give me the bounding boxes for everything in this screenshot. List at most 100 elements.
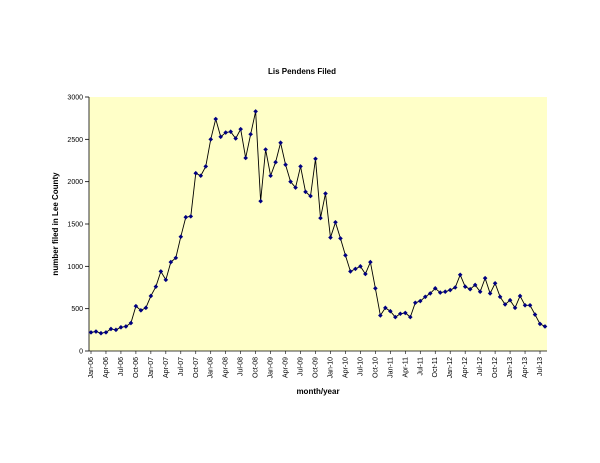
x-tick-label: Jul-06 [118, 357, 125, 376]
data-point [477, 289, 483, 295]
data-point [447, 287, 453, 293]
data-point [228, 129, 233, 135]
chart-title: Lis Pendens Filed [268, 67, 336, 76]
data-point [138, 308, 144, 313]
x-tick-label: Jul-08 [238, 357, 245, 376]
data-point [218, 134, 224, 140]
data-point [253, 109, 258, 114]
x-tick-label: Oct-11 [432, 357, 439, 378]
data-point [103, 330, 109, 335]
data-point [537, 321, 543, 327]
data-point [128, 320, 134, 326]
data-point [143, 305, 149, 311]
y-tick-label: 500 [71, 306, 83, 313]
data-point [348, 269, 353, 274]
data-point [93, 329, 99, 334]
data-point [522, 302, 528, 308]
data-point [248, 131, 253, 137]
x-tick-label: Oct-06 [133, 357, 140, 378]
data-point [178, 234, 184, 239]
x-tick-label: Oct-10 [372, 357, 379, 378]
data-point [507, 297, 513, 303]
data-point [467, 286, 473, 292]
data-point [333, 220, 338, 225]
x-tick-label: Jul-09 [298, 357, 305, 376]
x-tick-label: Jan-12 [447, 357, 454, 379]
data-point [363, 271, 368, 277]
x-tick-label: Apr-09 [283, 357, 290, 378]
y-tick-label: 0 [79, 349, 83, 356]
data-point [233, 136, 238, 141]
data-point [213, 116, 219, 122]
data-point [383, 305, 388, 311]
data-point [258, 198, 263, 204]
data-point [373, 286, 378, 291]
x-axis-title: month/year [296, 387, 339, 396]
data-point [273, 159, 278, 165]
y-tick-label: 1500 [67, 222, 83, 229]
data-point [318, 215, 323, 221]
data-point [512, 305, 518, 311]
y-tick-label: 2000 [67, 179, 83, 186]
data-point [368, 259, 373, 265]
data-point [442, 289, 448, 295]
x-tick-label: Jan-09 [268, 357, 275, 379]
x-tick-label: Oct-08 [253, 357, 260, 378]
x-tick-label: Oct-12 [492, 357, 499, 378]
x-tick-label: Apr-06 [103, 357, 110, 378]
x-ticks: Jan-06 Apr-06 Jul-06 Oct-06 Jan-07 Apr-07 Jul-… [88, 351, 544, 378]
data-point [88, 330, 94, 335]
data-point [532, 312, 538, 317]
data-point [427, 291, 433, 296]
x-tick-label: Apr-08 [223, 357, 230, 378]
data-point [432, 286, 438, 291]
data-point [492, 280, 498, 286]
x-tick-label: Oct-07 [193, 357, 200, 378]
data-point [407, 314, 413, 320]
data-point [98, 330, 104, 336]
data-point [328, 235, 333, 240]
data-point [283, 162, 288, 168]
data-point [298, 164, 303, 169]
x-tick-label: Apr-12 [462, 357, 469, 378]
x-tick-label: Apr-11 [402, 357, 409, 378]
data-point [133, 303, 139, 309]
data-point [108, 326, 114, 332]
x-tick-label: Jan-13 [507, 357, 514, 379]
data-point [403, 310, 408, 316]
data-point [482, 275, 488, 281]
data-point [517, 293, 523, 299]
data-point [412, 300, 418, 306]
data-point [378, 313, 383, 318]
data-point [323, 191, 328, 196]
data-point [203, 164, 209, 169]
plot-area [89, 97, 547, 351]
x-tick-label: Apr-10 [342, 357, 349, 378]
x-tick-label: Jul-10 [357, 357, 364, 376]
data-point [148, 293, 154, 299]
x-tick-label: Jul-11 [417, 357, 424, 376]
data-point [353, 266, 358, 272]
data-point [123, 324, 129, 329]
x-tick-label: Oct-09 [313, 357, 320, 378]
x-tick-label: Jan-08 [208, 357, 215, 379]
data-point [398, 311, 403, 317]
data-point [542, 324, 548, 329]
data-point [198, 173, 204, 179]
data-point [163, 277, 169, 283]
data-point [193, 170, 199, 176]
data-point [268, 173, 273, 179]
data-point [393, 314, 398, 320]
data-point [243, 155, 248, 161]
data-point [118, 324, 124, 330]
y-ticks: 0 500 1000 1500 2000 2500 3000 [67, 95, 89, 356]
series-group [88, 109, 548, 336]
data-point [487, 291, 493, 296]
x-tick-label: Jan-11 [387, 357, 394, 378]
data-point [502, 302, 508, 307]
data-point [472, 282, 478, 288]
data-point [388, 308, 393, 314]
data-point [173, 255, 179, 261]
data-point [238, 126, 243, 132]
